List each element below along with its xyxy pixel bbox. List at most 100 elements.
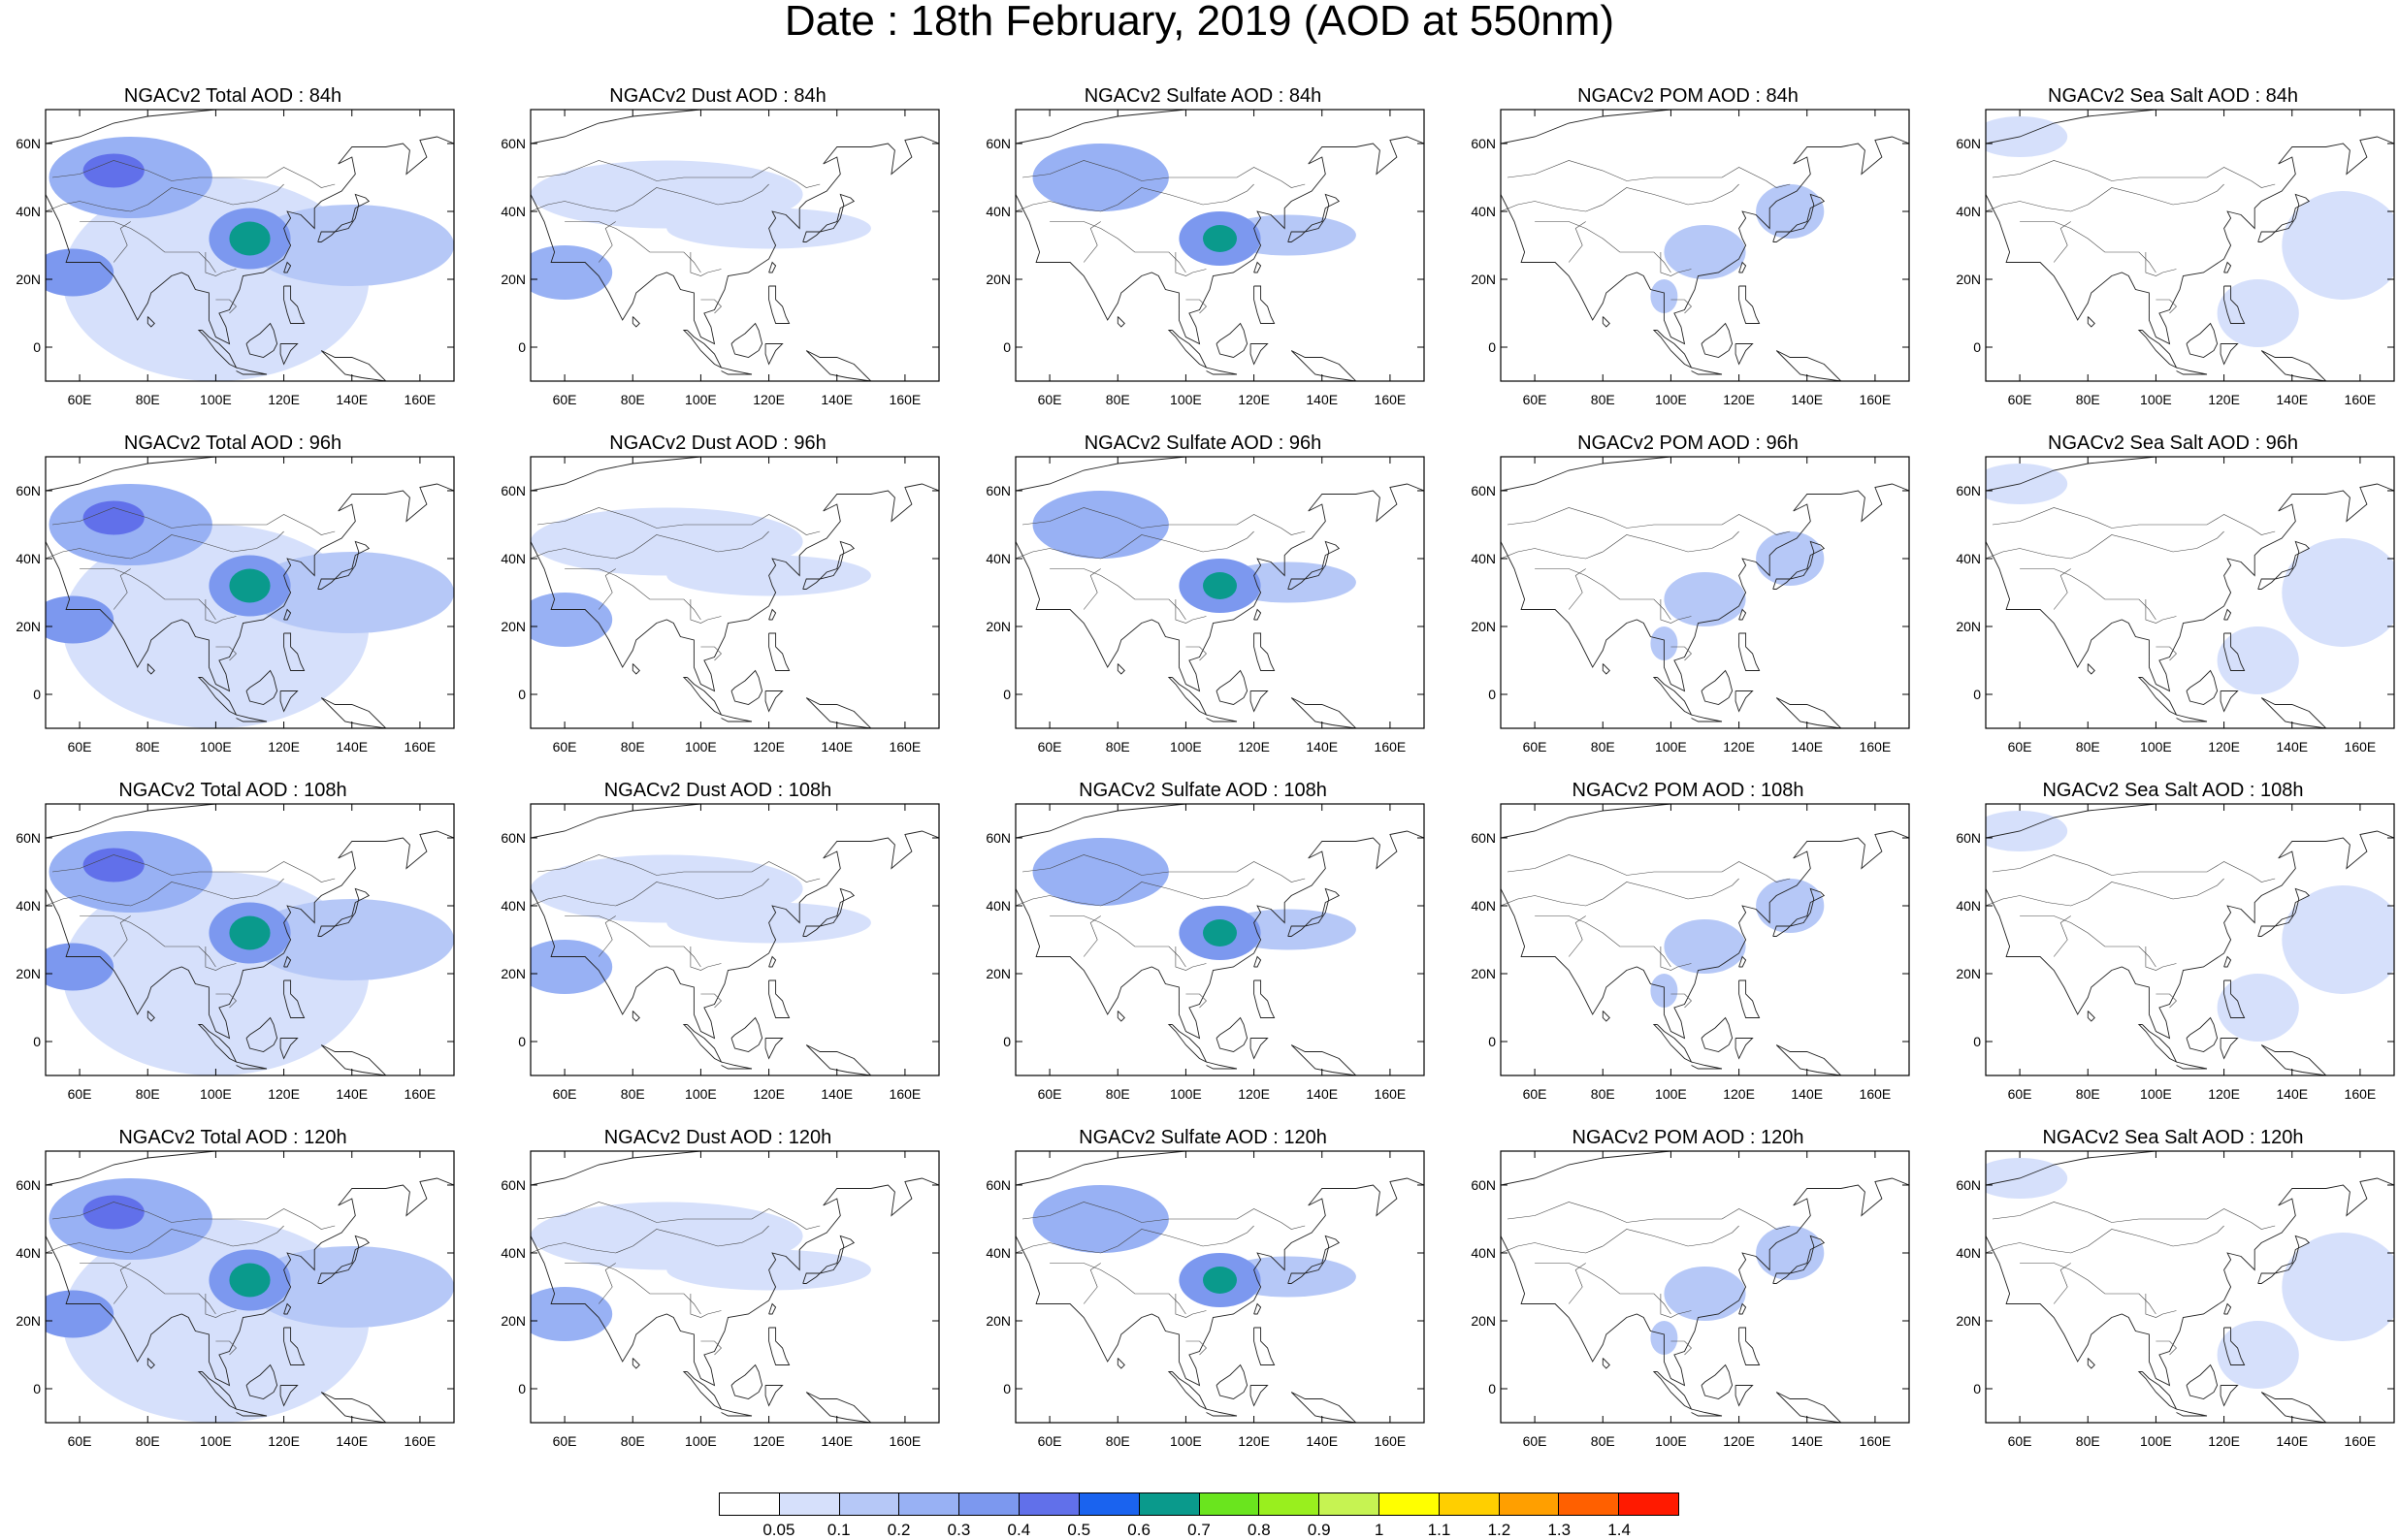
coastline [1602,316,1610,328]
coastline [1016,830,1424,1040]
map-panel: NGACv2 Sea Salt AOD : 84h 0 20N 40N 60N 60E 80… [1940,85,2399,415]
lon-tick-label: 160E [2344,1433,2377,1449]
map-panel: NGACv2 Sulfate AOD : 120h 0 20N 40N 60N 60E 80… [970,1127,1436,1457]
aod-blob [46,1290,114,1338]
coastline [531,457,769,492]
aod-blob [2282,1233,2394,1341]
country-border [1992,854,2276,882]
country-border [1050,221,1186,273]
coastline [1501,483,1909,692]
coastline [2176,1408,2208,1417]
lon-tick-label: 100E [200,739,232,754]
country-border [1021,507,1306,535]
lon-tick-label: 60E [552,1086,577,1102]
colorbar-box [1019,1492,1079,1516]
lon-tick-label: 100E [1170,1433,1202,1449]
coastline [1738,1327,1761,1365]
country-border [1670,993,1692,1009]
lon-tick-label: 80E [135,1433,160,1449]
lat-tick-label: 0 [33,687,41,702]
coastline [768,1302,777,1315]
coastline [1253,1302,1262,1315]
aod-blob [1203,1267,1237,1294]
country-border [46,895,148,907]
country-border [565,1263,701,1315]
lon-tick-label: 140E [336,392,369,407]
coastline [1738,1302,1747,1315]
coastline [1986,110,2224,144]
country-border [113,915,131,957]
coastline [531,1151,769,1186]
lon-tick-label: 60E [1037,739,1062,754]
coastline [1016,483,1424,692]
lat-tick-label: 60N [16,136,41,151]
lon-tick-label: 140E [821,739,854,754]
country-border [565,568,701,621]
colorbar-box [1198,1492,1259,1516]
country-border [1118,878,1254,900]
country-border [632,530,769,553]
map-area: 0 20N 40N 60N 60E 80E 100E 120E 140E 160E [16,109,455,406]
coastline [317,193,371,242]
lon-tick-label: 60E [2007,1086,2032,1102]
lat-tick-label: 20N [1471,1313,1496,1329]
coastline [531,804,769,839]
panel-title: NGACv2 POM AOD : 84h [1577,85,1799,107]
lon-tick-label: 100E [2140,392,2172,407]
panel-title: NGACv2 Sea Salt AOD : 96h [2048,433,2298,454]
coastline [2220,1385,2239,1407]
coastline [721,1061,753,1070]
coastline [1734,343,1754,366]
coastline [2223,285,2246,324]
coastline [2260,350,2327,381]
coastline [279,1038,299,1060]
aod-blob [1986,464,2068,504]
country-border [598,1263,616,1304]
country-border [536,160,821,188]
aod-blob [229,221,271,256]
lon-tick-label: 140E [2276,1086,2309,1102]
map-canvas [1500,109,1910,382]
coastline [283,261,292,273]
country-border [1507,1202,1791,1230]
lon-tick-label: 80E [2075,1433,2100,1449]
coastline [283,955,292,968]
colorbar-box [778,1492,839,1516]
map-area: 0 20N 40N 60N 60E 80E 100E 120E 140E 160E [1956,1150,2395,1448]
lat-tick-label: 60N [986,830,1011,846]
map-panel: NGACv2 Sulfate AOD : 84h 0 20N 40N 60N 60E 80E… [970,85,1436,415]
aod-blob [531,940,613,994]
coastline [1986,136,2394,345]
country-border [1016,201,1118,212]
lat-tick-label: 20N [501,619,526,634]
lat-tick-label: 40N [1956,1245,1981,1261]
coastline [768,1327,791,1365]
coastline [721,714,753,722]
coastline [236,714,268,722]
country-border [536,507,821,535]
map-frame [1015,803,1425,1076]
lon-tick-label: 160E [1859,1433,1892,1449]
coastline [2176,1061,2208,1070]
coastline [1986,457,2224,492]
lat-tick-label: 20N [16,1313,41,1329]
country-border [1568,568,1586,610]
map-area: 0 20N 40N 60N 60E 80E 100E 120E 140E 160E [1956,109,2395,406]
lat-tick-label: 40N [986,898,1011,914]
colorbar-box [898,1492,959,1516]
coastline [1253,632,1276,671]
aod-blob [1756,531,1825,586]
country-border [1501,548,1604,560]
country-border [1021,1202,1306,1230]
aod-blob [1986,811,2068,851]
lat-tick-label: 0 [1973,687,1981,702]
lon-tick-label: 100E [1655,1433,1687,1449]
lat-tick-label: 0 [1003,687,1011,702]
coastline [2087,316,2095,328]
aod-blob [46,248,114,297]
coastline [197,1371,238,1411]
colorbar-label: 0.4 [1007,1521,1031,1539]
panel-title: NGACv2 Sulfate AOD : 108h [1079,780,1327,801]
lon-tick-label: 100E [2140,1086,2172,1102]
country-border [46,201,148,212]
